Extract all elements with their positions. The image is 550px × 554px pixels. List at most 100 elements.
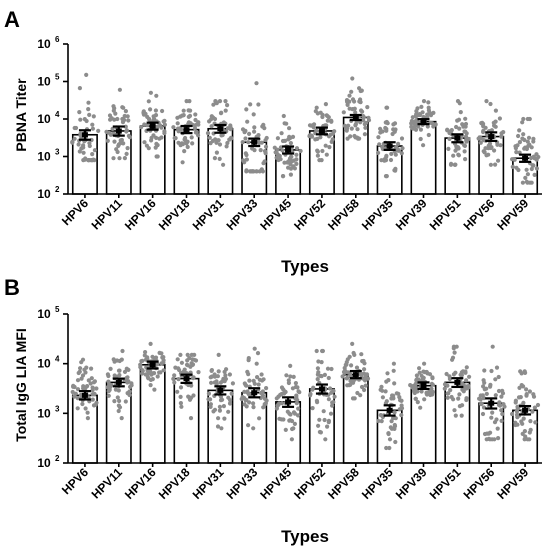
panel-a-data-point — [493, 108, 498, 113]
panel-a-data-point — [317, 158, 322, 163]
panel-a-data-point — [520, 180, 526, 185]
panel-a-data-point — [499, 134, 504, 139]
panel-b-category-label: HPV51 — [427, 465, 464, 502]
panel-b-data-point — [362, 387, 367, 393]
panel-a-data-point — [481, 149, 486, 154]
panel-b-data-point — [379, 419, 384, 424]
panel-a-data-point — [462, 149, 467, 154]
panel-b-data-point — [343, 362, 348, 367]
panel-b-data-point — [94, 386, 99, 391]
panel-b-data-point — [208, 375, 213, 380]
panel-b-data-point — [496, 374, 501, 380]
panel-a-data-point — [212, 156, 217, 161]
panel-b-data-point — [127, 392, 132, 398]
panel-b-data-point — [175, 389, 180, 394]
panel-b-data-point — [120, 348, 125, 354]
panel-b-data-point — [292, 421, 297, 426]
panel-a-data-point — [240, 127, 246, 132]
panel-a-data-point — [432, 122, 437, 127]
panel-a-data-point — [325, 118, 330, 123]
panel-b-data-point — [245, 369, 250, 374]
panel-a-data-point — [426, 132, 431, 138]
panel-b-data-point — [481, 405, 487, 410]
panel-b-data-point — [90, 397, 95, 402]
panel-a-data-point — [350, 107, 355, 112]
panel-a-data-point — [120, 120, 126, 125]
panel-b-data-point — [286, 380, 291, 386]
panel-b-data-point — [295, 385, 300, 390]
panel-b-data-point — [85, 416, 90, 421]
panel-a-data-point — [259, 140, 264, 145]
panel-b-data-point — [246, 358, 251, 363]
panel-b-data-point — [80, 373, 86, 378]
panel-a-data-point — [211, 102, 216, 107]
panel-a-data-point — [218, 111, 224, 116]
panel-a-data-point — [484, 132, 489, 137]
panel-b-data-point — [419, 389, 424, 394]
panel-a-data-point — [275, 147, 280, 152]
panel-a-data-point — [384, 174, 389, 179]
panel-b-data-point — [86, 378, 91, 383]
panel-a-data-point — [275, 136, 280, 141]
panel-b-data-point — [83, 406, 88, 411]
panel-a-data-point — [154, 135, 159, 140]
panel-b-data-point — [243, 382, 248, 388]
panel-b-data-point — [451, 346, 456, 351]
panel-a-data-point — [225, 140, 230, 146]
panel-b-data-point — [284, 373, 289, 378]
panel-a-mean-marker — [386, 143, 393, 149]
panel-b-category-label: HPV11 — [89, 465, 126, 502]
panel-a-data-point — [376, 150, 381, 155]
panel-b-data-point — [417, 370, 422, 375]
panel-b-data-point — [175, 357, 180, 362]
panel-b-category-label: HPV56 — [461, 465, 498, 502]
panel-a-y-tick-label: 10 — [37, 75, 51, 89]
panel-b-data-point — [496, 388, 502, 394]
panel-b-data-point — [464, 396, 469, 401]
panel-b-data-point — [218, 380, 223, 385]
panel-b-mean-marker — [352, 372, 359, 378]
panel-a-data-point — [525, 116, 530, 122]
panel-a-data-point — [111, 156, 116, 161]
panel-a-data-point — [389, 151, 394, 156]
panel-b-data-point — [218, 394, 224, 399]
panel-a-data-point — [461, 124, 466, 129]
panel-a-data-point — [92, 158, 97, 163]
panel-b-mean-marker — [420, 383, 427, 389]
panel-b-y-tick-label: 10 — [37, 307, 51, 321]
panel-a-data-point — [457, 126, 462, 131]
panel-a-data-point — [418, 127, 423, 132]
panel-b-y-tick-label: 10 — [37, 456, 51, 470]
panel-b-data-point — [342, 368, 348, 373]
panel-a-y-tick-label: 10 — [37, 150, 51, 164]
panel-a-data-point — [315, 153, 320, 158]
panel-a-data-point — [345, 99, 350, 104]
panel-a-category-label: HPV33 — [224, 196, 261, 233]
panel-b-data-point — [260, 389, 265, 394]
panel-a-data-point — [421, 114, 426, 120]
panel-b-data-point — [380, 395, 385, 400]
panel-a-category-label: HPV31 — [190, 196, 227, 233]
panel-a-data-point — [457, 101, 462, 106]
panel-a-data-point — [77, 86, 82, 91]
panel-b-mean-marker — [115, 379, 122, 385]
panel-b-data-point — [496, 436, 501, 441]
panel-a-y-tick-label: 10 — [37, 37, 51, 51]
panel-b-data-point — [315, 366, 320, 371]
panel-a-data-point — [484, 99, 489, 104]
panel-b-data-point — [75, 396, 80, 401]
panel-a-mean-marker — [149, 123, 156, 129]
panel-b-data-point — [288, 363, 293, 368]
panel-b-data-point — [285, 409, 290, 414]
panel-b-data-point — [308, 391, 313, 397]
panel-a-data-point — [208, 141, 213, 146]
panel-b-data-point — [196, 370, 201, 375]
panel-a-data-point — [160, 108, 165, 114]
panel-b-data-point — [191, 393, 196, 398]
panel-a-data-point — [486, 152, 491, 157]
panel-b-mean-marker — [183, 376, 190, 382]
panel-a-data-point — [431, 110, 436, 115]
panel-b-data-point — [71, 383, 76, 388]
panel-b-data-point — [452, 408, 457, 413]
panel-b-data-point — [494, 417, 499, 422]
